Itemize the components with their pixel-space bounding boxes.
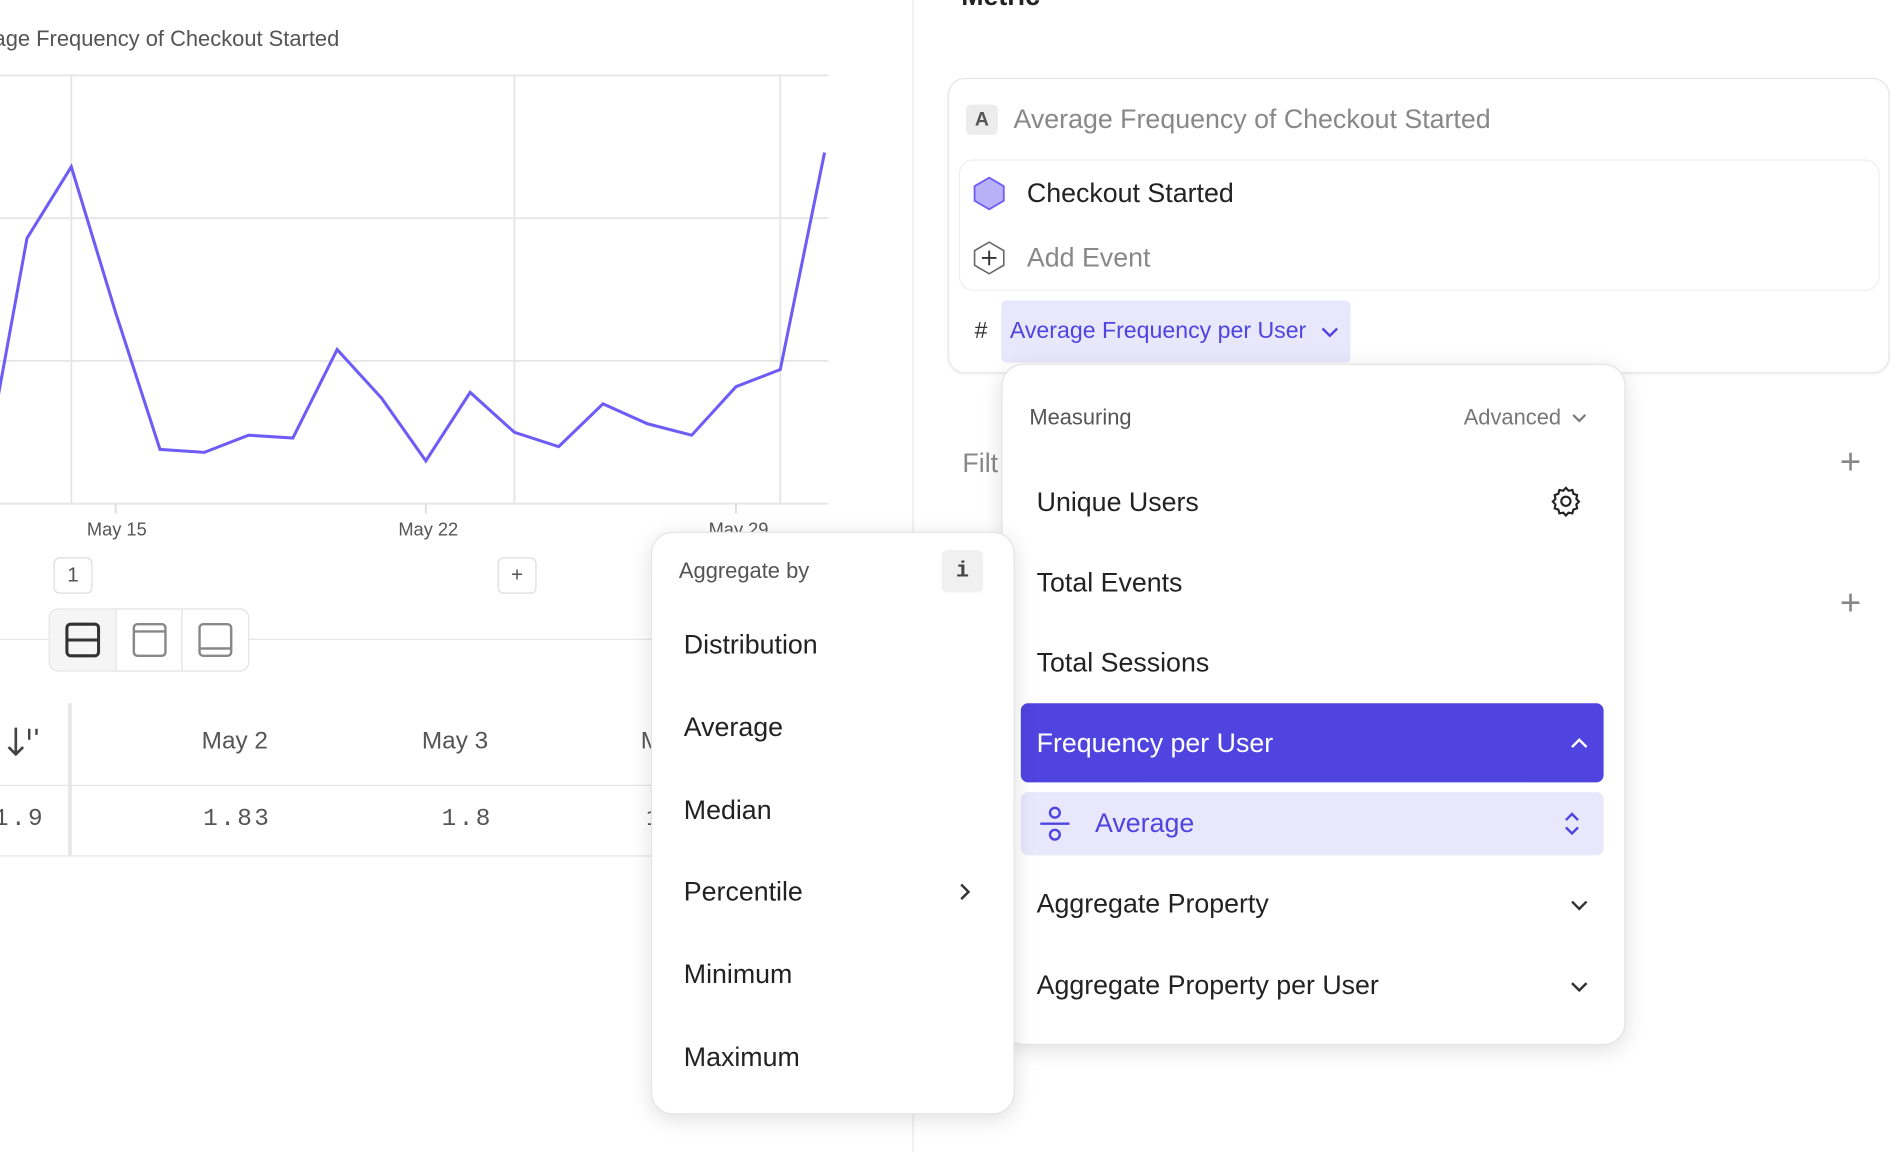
aggregate-selector-label: Average: [1095, 807, 1195, 839]
menu-item-label: Frequency per User: [1036, 726, 1274, 758]
aggregate-selector[interactable]: Average: [1020, 792, 1604, 856]
info-button[interactable]: i: [941, 549, 984, 593]
menu-item-frequency-per-user[interactable]: Frequency per User: [1020, 703, 1604, 783]
add-filter-icon[interactable]: +: [1839, 441, 1862, 482]
table-cell: 1.83: [203, 805, 272, 834]
table-header[interactable]: May 3: [421, 727, 489, 755]
table-column-divider: [68, 703, 72, 856]
filter-label: Filt: [962, 447, 999, 479]
line-selector-button[interactable]: 1: [53, 557, 93, 594]
menu-item-total-sessions[interactable]: Total Sessions: [1036, 647, 1210, 678]
divide-icon: [1040, 806, 1070, 841]
bottom-panel-icon[interactable]: [183, 610, 248, 671]
aggregate-item-minimum[interactable]: Minimum: [683, 958, 793, 990]
sort-descending-icon[interactable]: [5, 725, 42, 765]
advanced-label: Advanced: [1463, 405, 1562, 430]
add-event-icon[interactable]: [973, 241, 1005, 281]
chevron-down-icon[interactable]: [1567, 978, 1591, 995]
chevron-down-icon: [1572, 413, 1587, 422]
aggregate-header: Aggregate by: [678, 558, 810, 583]
table-header-border: [0, 784, 658, 786]
gear-icon[interactable]: [1550, 485, 1582, 523]
chevron-up-down-icon: [1565, 812, 1579, 836]
line-chart: [0, 74, 829, 514]
menu-item-unique-users[interactable]: Unique Users: [1036, 486, 1199, 518]
add-breakdown-icon[interactable]: +: [1839, 582, 1862, 623]
aggregate-item-maximum[interactable]: Maximum: [683, 1041, 800, 1072]
measuring-header: Measuring: [1029, 405, 1132, 430]
series-line: [0, 152, 827, 464]
section-title: Metric: [961, 0, 1040, 12]
event-hexagon-icon: [973, 176, 1005, 216]
split-view-icon[interactable]: [49, 609, 117, 671]
chevron-down-icon[interactable]: [1567, 897, 1591, 914]
x-tick-label: May 22: [398, 519, 459, 541]
table-cell: 1.8: [441, 805, 493, 834]
aggregate-item-distribution[interactable]: Distribution: [683, 629, 818, 660]
table-header[interactable]: May 2: [201, 727, 268, 755]
table-cell: 1.9: [0, 805, 46, 834]
metric-badge: A: [966, 104, 998, 136]
chevron-down-icon: [1321, 327, 1338, 337]
hash-icon: #: [974, 318, 988, 345]
chart-title: Average Frequency of Checkout Started: [0, 26, 340, 52]
layout-toggle[interactable]: [48, 608, 250, 672]
menu-item-aggregate-property[interactable]: Aggregate Property: [1036, 888, 1269, 919]
chevron-up-icon: [1571, 738, 1588, 748]
aggregate-item-median[interactable]: Median: [683, 794, 772, 825]
advanced-dropdown[interactable]: Advanced: [1464, 405, 1591, 431]
measure-selector-label: Average Frequency per User: [1009, 318, 1307, 344]
menu-item-total-events[interactable]: Total Events: [1036, 566, 1183, 598]
add-line-button[interactable]: +: [497, 557, 537, 594]
metric-name[interactable]: Average Frequency of Checkout Started: [1013, 103, 1491, 134]
measure-selector[interactable]: Average Frequency per User: [1001, 300, 1351, 363]
event-list: [958, 159, 1880, 291]
aggregate-popup: [650, 531, 1015, 1115]
x-tick-label: May 15: [86, 519, 147, 541]
table-row-border: [0, 855, 658, 857]
aggregate-item-average[interactable]: Average: [683, 711, 784, 743]
menu-item-aggregate-property-per-user[interactable]: Aggregate Property per User: [1036, 969, 1379, 1001]
chevron-right-icon: [960, 883, 971, 901]
top-panel-icon[interactable]: [116, 609, 183, 671]
section-divider: [0, 638, 658, 640]
add-event-button[interactable]: Add Event: [1026, 242, 1151, 273]
event-name[interactable]: Checkout Started: [1026, 177, 1234, 209]
aggregate-item-percentile[interactable]: Percentile: [683, 876, 803, 907]
